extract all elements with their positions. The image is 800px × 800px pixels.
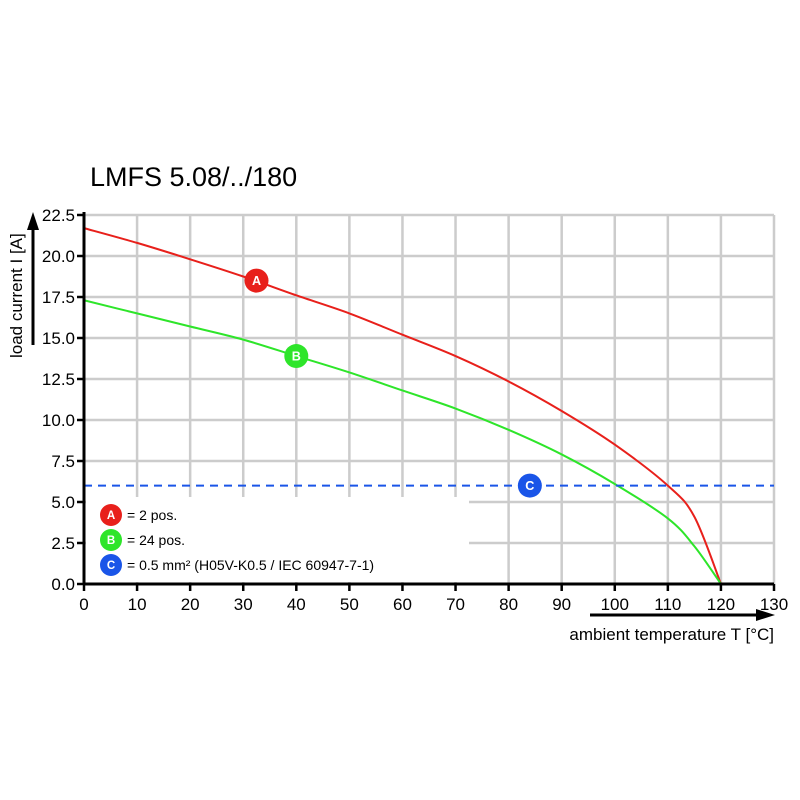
- y-tick-label: 22.5: [42, 206, 75, 225]
- x-tick-label: 110: [654, 595, 681, 614]
- x-tick-label: 50: [340, 595, 359, 614]
- x-tick-label: 20: [181, 595, 200, 614]
- x-tick-label: 40: [287, 595, 306, 614]
- x-tick-label: 100: [601, 595, 629, 614]
- series-line-A: [83, 227, 722, 585]
- legend-marker-B: [100, 529, 122, 551]
- series-marker-A: [244, 268, 269, 293]
- y-tick-label: 5.0: [51, 493, 75, 512]
- series-marker-C: [517, 473, 542, 498]
- y-tick-label: 17.5: [42, 288, 75, 307]
- x-tick-label: 30: [234, 595, 253, 614]
- x-tick-label: 130: [760, 595, 788, 614]
- x-tick-label: 0: [79, 595, 88, 614]
- legend-background: [86, 497, 469, 582]
- legend-marker-C-letter: C: [107, 560, 116, 572]
- x-axis-arrowhead: [756, 609, 775, 621]
- chart-title: LMFS 5.08/../180: [90, 162, 297, 192]
- legend-label: = 2 pos.: [127, 507, 177, 523]
- x-tick-label: 60: [393, 595, 412, 614]
- y-axis-label: load current I [A]: [7, 233, 26, 358]
- series-marker-B-letter: B: [292, 350, 301, 364]
- y-tick-label: 7.5: [51, 452, 75, 471]
- legend: A = 2 pos. B = 24 pos. C = 0.5 mm² (H05V-K0.5…: [100, 504, 374, 576]
- series-marker-A-letter: A: [252, 274, 261, 288]
- x-tick-label: 10: [128, 595, 147, 614]
- legend-marker-A-letter: A: [107, 510, 116, 522]
- y-tick-label: 15.0: [42, 329, 75, 348]
- y-axis-arrowhead: [27, 212, 39, 230]
- series-line-B: [83, 299, 722, 585]
- x-tick-label: 70: [446, 595, 465, 614]
- y-tick-label: 12.5: [42, 370, 75, 389]
- y-tick-label: 20.0: [42, 247, 75, 266]
- x-tick-label: 80: [499, 595, 518, 614]
- series-marker-C-letter: C: [525, 479, 534, 493]
- legend-label: = 24 pos.: [127, 532, 185, 548]
- series-marker-B: [284, 344, 309, 369]
- legend-marker-B-letter: B: [107, 535, 115, 547]
- legend-marker-A: [100, 504, 122, 526]
- x-tick-label: 120: [707, 595, 735, 614]
- y-tick-label: 10.0: [42, 411, 75, 430]
- x-tick-label: 90: [552, 595, 571, 614]
- x-axis-label: ambient temperature T [°C]: [569, 625, 774, 644]
- y-tick-label: 2.5: [51, 534, 75, 553]
- y-tick-label: 0.0: [51, 575, 75, 594]
- legend-label: = 0.5 mm² (H05V-K0.5 / IEC 60947-7-1): [127, 557, 374, 573]
- legend-marker-C: [100, 554, 122, 576]
